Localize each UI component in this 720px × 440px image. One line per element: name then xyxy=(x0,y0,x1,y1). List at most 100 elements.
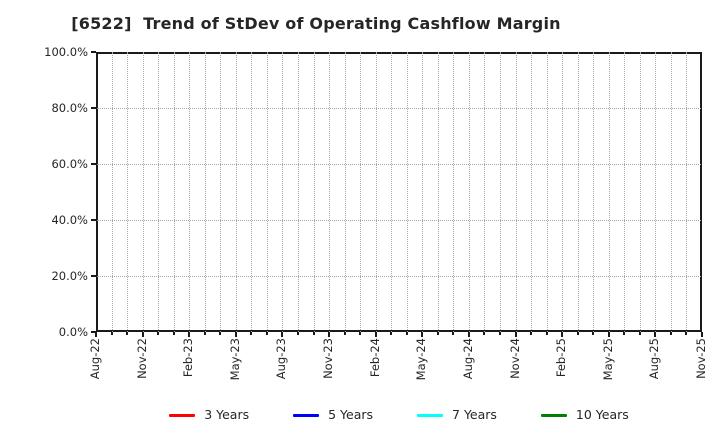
x-tick-mark-minor xyxy=(250,332,253,335)
x-tick-label: Nov-24 xyxy=(507,338,522,379)
gridline-vertical xyxy=(406,52,408,332)
gridline-vertical xyxy=(624,52,626,332)
gridline-vertical xyxy=(437,52,439,332)
legend-label: 5 Years xyxy=(328,407,374,422)
gridline-vertical xyxy=(375,52,377,332)
x-tick-mark-major xyxy=(281,332,284,337)
gridline-vertical xyxy=(189,52,191,332)
gridline-vertical xyxy=(468,52,470,332)
gridline-vertical xyxy=(313,52,315,332)
x-tick-mark-minor xyxy=(638,332,641,335)
legend-label: 7 Years xyxy=(452,407,497,422)
x-tick-label: Nov-23 xyxy=(321,338,336,379)
gridline-vertical xyxy=(360,52,362,332)
legend-label: 10 Years xyxy=(575,407,629,422)
gridline-vertical xyxy=(670,52,672,332)
gridline-vertical xyxy=(391,52,393,332)
x-tick-mark-minor xyxy=(436,332,439,335)
gridline-horizontal xyxy=(97,164,701,165)
x-tick-label: Feb-23 xyxy=(181,338,196,378)
x-tick-mark-minor xyxy=(530,332,533,335)
legend-item-7-years: 7 Years xyxy=(417,407,497,423)
gridline-vertical xyxy=(235,52,237,332)
x-tick-mark-minor xyxy=(669,332,672,335)
x-tick-mark-minor xyxy=(297,332,299,335)
x-tick-mark-minor xyxy=(172,332,175,335)
x-tick-label: Aug-22 xyxy=(88,338,102,380)
y-tick-mark xyxy=(91,219,96,221)
gridline-vertical xyxy=(266,52,268,332)
gridline-vertical xyxy=(639,52,641,332)
x-tick-mark-minor xyxy=(452,332,455,335)
chart-title: [6522] Trend of StDev of Operating Cashf… xyxy=(71,14,561,33)
gridline-vertical xyxy=(562,52,564,332)
gridline-vertical xyxy=(220,52,222,332)
x-tick-mark-major xyxy=(95,332,97,337)
x-tick-mark-minor xyxy=(110,332,113,335)
x-tick-mark-minor xyxy=(592,332,595,335)
gridline-vertical xyxy=(484,52,486,332)
x-tick-mark-minor xyxy=(390,332,393,335)
y-tick-label: 40.0% xyxy=(51,213,88,227)
x-tick-mark-major xyxy=(234,332,237,337)
gridline-vertical xyxy=(531,52,533,332)
gridline-vertical xyxy=(686,52,688,332)
gridline-vertical xyxy=(593,52,595,332)
x-tick-mark-minor xyxy=(685,332,688,335)
gridline-vertical xyxy=(608,52,610,332)
x-tick-mark-minor xyxy=(203,332,206,335)
x-tick-mark-minor xyxy=(343,332,346,335)
legend-item-10-years: 10 Years xyxy=(540,407,629,423)
x-tick-mark-minor xyxy=(545,332,548,335)
legend-line-swatch xyxy=(293,413,320,417)
gridline-vertical xyxy=(515,52,517,332)
x-tick-mark-minor xyxy=(157,332,160,335)
x-tick-label: Nov-25 xyxy=(694,338,708,379)
x-tick-label: Feb-24 xyxy=(367,338,382,378)
gridline-vertical xyxy=(127,52,129,332)
gridline-vertical xyxy=(158,52,160,332)
y-tick-mark xyxy=(91,107,96,109)
x-tick-label: Aug-25 xyxy=(647,338,662,380)
x-tick-mark-minor xyxy=(483,332,486,335)
plot-area xyxy=(96,52,702,332)
legend: 3 Years 5 Years 7 Years 10 Years xyxy=(96,404,702,426)
x-tick-mark-minor xyxy=(405,332,408,335)
x-tick-label: May-24 xyxy=(414,338,429,381)
gridline-horizontal xyxy=(97,276,701,277)
gridline-vertical xyxy=(251,52,253,332)
legend-item-5-years: 5 Years xyxy=(293,407,373,423)
x-tick-mark-minor xyxy=(499,332,501,335)
x-tick-mark-major xyxy=(467,332,470,337)
x-tick-label: Nov-22 xyxy=(134,338,149,379)
x-tick-mark-minor xyxy=(576,332,579,335)
gridline-vertical xyxy=(453,52,455,332)
x-tick-mark-major xyxy=(374,332,377,337)
y-tick-label: 60.0% xyxy=(51,157,88,171)
x-tick-mark-major xyxy=(141,332,144,337)
y-tick-mark xyxy=(91,163,96,165)
y-tick-mark xyxy=(91,51,96,53)
gridline-vertical xyxy=(111,52,113,332)
series-lines-layer xyxy=(96,52,702,332)
y-tick-label: 100.0% xyxy=(44,45,88,59)
gridline-vertical xyxy=(500,52,501,332)
x-tick-label: Aug-23 xyxy=(274,338,289,380)
x-tick-mark-minor xyxy=(265,332,268,335)
x-tick-label: Aug-24 xyxy=(460,338,475,380)
x-tick-mark-minor xyxy=(359,332,362,335)
gridline-vertical xyxy=(344,52,346,332)
x-tick-mark-major xyxy=(654,332,657,337)
gridline-vertical xyxy=(655,52,657,332)
x-tick-label: May-25 xyxy=(600,338,615,381)
legend-line-swatch xyxy=(417,413,444,417)
gridline-vertical xyxy=(422,52,424,332)
x-tick-mark-major xyxy=(188,332,191,337)
x-tick-mark-major xyxy=(561,332,564,337)
y-tick-mark xyxy=(91,275,96,277)
legend-label: 3 Years xyxy=(204,407,250,422)
gridline-vertical xyxy=(329,52,331,332)
gridline-vertical xyxy=(546,52,548,332)
y-tick-label: 0.0% xyxy=(58,325,88,339)
